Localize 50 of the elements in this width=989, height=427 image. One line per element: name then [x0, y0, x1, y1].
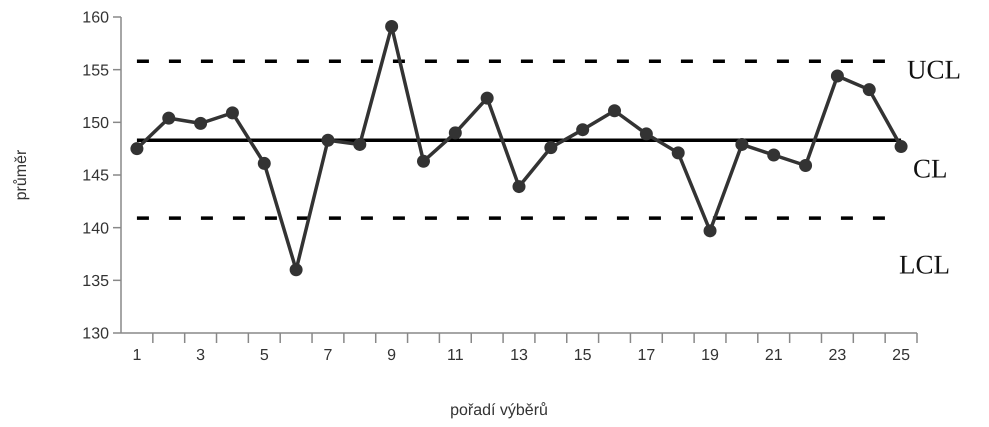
- point: [608, 104, 622, 118]
- point: [480, 92, 494, 105]
- point: [862, 83, 876, 96]
- point: [830, 69, 844, 82]
- x-tick-label: 7: [324, 347, 333, 364]
- x-tick-label: 25: [892, 347, 910, 364]
- point: [544, 141, 558, 154]
- x-tick-label: 17: [637, 347, 656, 364]
- point: [767, 148, 780, 162]
- x-tick-label: 5: [260, 347, 269, 364]
- x-tick-label: 13: [510, 347, 528, 364]
- point: [416, 154, 430, 168]
- point: [290, 263, 303, 276]
- y-tick-label: 160: [82, 10, 110, 27]
- x-axis-title: pořadí výběrů: [450, 402, 548, 419]
- point: [162, 112, 176, 125]
- point: [672, 146, 685, 160]
- point: [640, 127, 653, 140]
- y-tick-label: 140: [82, 220, 110, 238]
- x-tick-label: 19: [701, 347, 720, 364]
- point: [130, 142, 144, 156]
- ref-line-label: LCL: [899, 250, 950, 280]
- point: [735, 138, 748, 151]
- x-tick-label: 9: [387, 347, 396, 364]
- y-tick-label: 155: [82, 62, 110, 80]
- point: [353, 138, 366, 151]
- x-tick-label: 3: [196, 347, 206, 364]
- x-tick-label: 1: [132, 347, 142, 364]
- point: [448, 126, 462, 140]
- y-tick-label: 145: [82, 168, 110, 185]
- x-tick-label: 15: [574, 347, 592, 364]
- y-axis-title: průměr: [13, 148, 30, 200]
- point: [512, 180, 526, 194]
- point: [194, 116, 208, 130]
- y-tick-label: 130: [82, 326, 110, 343]
- point: [258, 156, 271, 170]
- y-tick-label: 135: [82, 272, 110, 290]
- point: [321, 134, 334, 147]
- x-tick-label: 11: [447, 347, 464, 364]
- point: [894, 140, 908, 154]
- ref-line-label: UCL: [907, 54, 961, 85]
- x-tick-label: 23: [828, 347, 846, 364]
- point: [385, 20, 398, 33]
- point: [576, 123, 590, 136]
- point: [226, 106, 239, 120]
- y-tick-label: 150: [82, 114, 110, 132]
- x-tick-label: 21: [764, 347, 783, 364]
- point: [704, 224, 717, 238]
- ref-line-label: CL: [913, 154, 948, 184]
- point: [799, 159, 812, 172]
